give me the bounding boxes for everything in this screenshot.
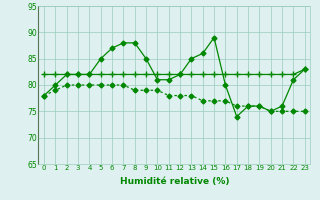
- X-axis label: Humidité relative (%): Humidité relative (%): [120, 177, 229, 186]
